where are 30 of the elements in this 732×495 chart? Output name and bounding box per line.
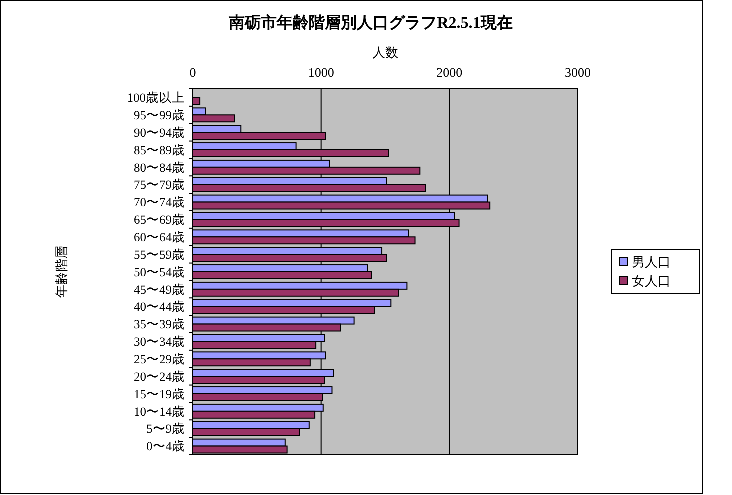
y-tick-label: 80〜84歳 — [134, 160, 185, 175]
y-tick-label: 95〜99歳 — [134, 108, 185, 123]
y-tick-label: 100歳以上 — [127, 91, 185, 106]
y-tick-label: 10〜14歳 — [134, 404, 185, 419]
y-tick-label: 20〜24歳 — [134, 370, 185, 384]
legend-label: 女人口 — [632, 274, 671, 289]
y-tick-label: 90〜94歳 — [134, 126, 185, 140]
y-tick-label: 35〜39歳 — [134, 318, 185, 332]
y-tick-label: 25〜29歳 — [134, 352, 185, 367]
y-tick-label: 45〜49歳 — [134, 282, 185, 297]
y-tick-label: 85〜89歳 — [134, 143, 185, 158]
y-tick-label: 70〜74歳 — [134, 196, 185, 210]
y-tick-label: 5〜9歳 — [146, 422, 185, 436]
y-tick-label: 75〜79歳 — [134, 178, 185, 192]
y-tick-label: 60〜64歳 — [134, 230, 185, 245]
x-tick-label: 1000 — [308, 65, 334, 80]
y-axis-title: 年齢階層 — [54, 246, 69, 298]
y-tick-label: 0〜4歳 — [146, 440, 185, 454]
y-tick-label: 55〜59歳 — [134, 248, 185, 262]
legend-label: 男人口 — [632, 254, 671, 270]
y-tick-label: 40〜44歳 — [134, 300, 185, 314]
x-tick-label: 2000 — [436, 65, 463, 80]
y-tick-label: 15〜19歳 — [134, 387, 185, 402]
y-tick-label: 30〜34歳 — [134, 335, 185, 350]
y-tick-label: 50〜54歳 — [134, 265, 185, 280]
chart-title: 南砺市年齢階層別人口グラフR2.5.1現在 — [228, 14, 513, 32]
x-axis-title: 人数 — [372, 45, 398, 60]
x-tick-label: 0 — [190, 65, 196, 80]
y-tick-label: 65〜69歳 — [134, 213, 185, 228]
x-tick-label: 3000 — [565, 65, 591, 80]
